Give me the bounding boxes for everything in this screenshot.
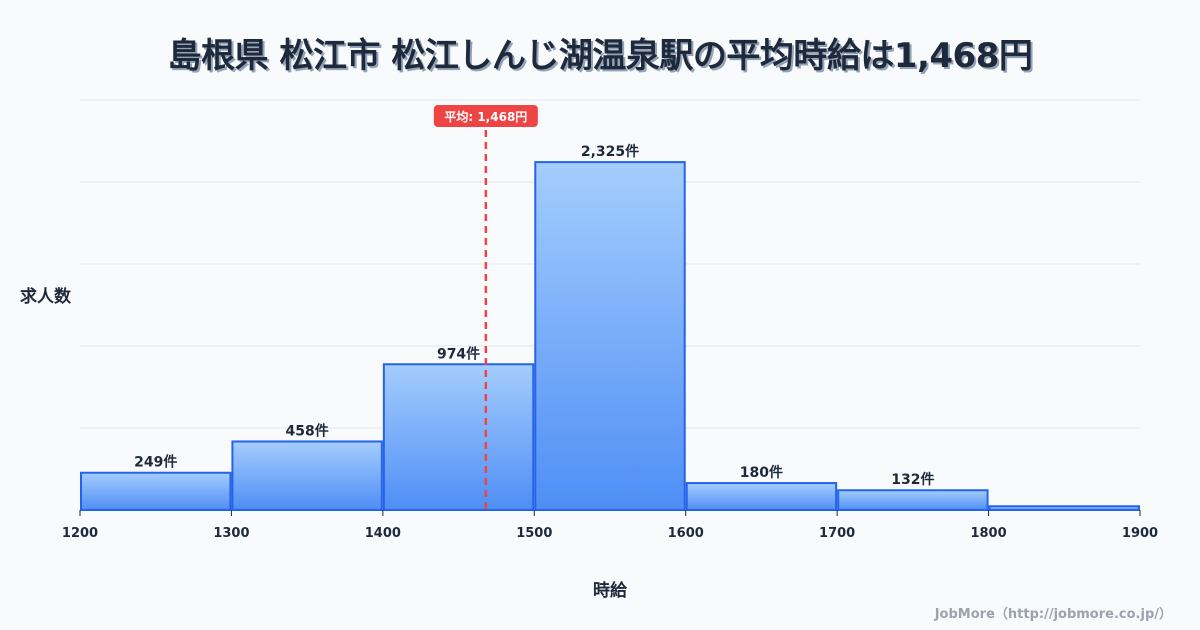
x-axis: 1200 1300 1400 1500 1600 1700 1800 1900 <box>62 510 1158 541</box>
x-tick-label: 1200 <box>62 526 98 541</box>
bar-value-label: 2,325件 <box>581 143 639 160</box>
bar-value-label: 132件 <box>891 471 934 488</box>
x-tick-label: 1600 <box>668 526 704 541</box>
y-axis-label: 求人数 <box>20 287 71 307</box>
histogram-bar <box>382 363 535 511</box>
mean-badge <box>433 105 538 127</box>
histogram-bar <box>988 505 1140 512</box>
x-tick-label: 1500 <box>516 526 552 541</box>
mean-marker: 平均: 1,468円 <box>433 105 538 510</box>
x-tick-label: 1300 <box>213 526 249 541</box>
histogram-bar <box>80 471 232 511</box>
x-tick-label: 1700 <box>819 526 855 541</box>
x-axis-label: 時給 <box>593 581 627 601</box>
histogram-bar <box>231 440 383 512</box>
x-tick-label: 1800 <box>970 526 1006 541</box>
source-credit: JobMore（http://jobmore.co.jp/） <box>934 607 1172 622</box>
bar-value-label: 458件 <box>286 422 329 439</box>
x-tick-label: 1400 <box>365 526 401 541</box>
bars: 249件 458件 974件 2,325件 180件 132件 <box>80 143 1140 512</box>
bar-value-label: 974件 <box>437 345 480 362</box>
bar-value-label: 180件 <box>740 464 783 481</box>
bar-value-label: 249件 <box>134 454 177 471</box>
histogram-bar <box>534 161 686 511</box>
histogram-bar <box>837 489 989 511</box>
x-tick-label: 1900 <box>1122 526 1158 541</box>
mean-badge-label: 平均: 1,468円 <box>444 109 527 124</box>
histogram-bar <box>685 482 838 512</box>
chart-title: 島根県 松江市 松江しんじ湖温泉駅の平均時給は1,468円 <box>167 36 1033 76</box>
